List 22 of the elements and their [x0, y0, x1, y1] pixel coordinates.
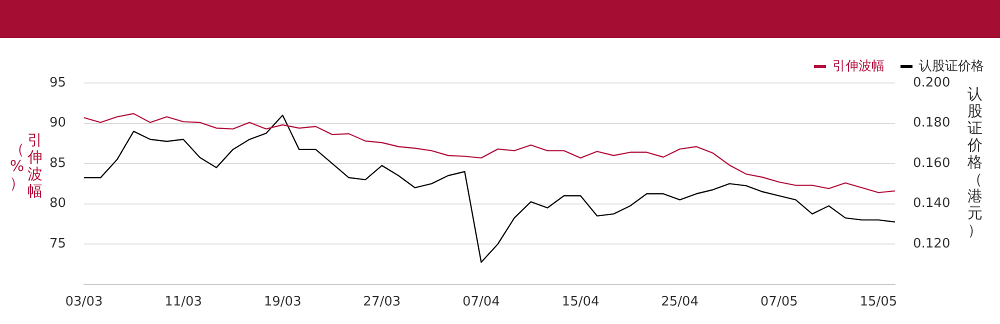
x-tick-label: 15/05 [860, 294, 898, 310]
legend-label: 引伸波幅 [832, 58, 884, 74]
x-tick-label: 25/04 [661, 294, 699, 310]
y2-tick-label: 0.120 [913, 236, 950, 252]
x-tick-label: 15/04 [562, 294, 600, 310]
x-tick-label: 07/05 [760, 294, 798, 310]
x-tick-label: 07/04 [462, 294, 500, 310]
y2-tick-label: 0.140 [913, 196, 950, 212]
legend-label: 认股证价格 [919, 58, 984, 74]
x-tick-label: 03/03 [65, 294, 103, 310]
y-tick-label: 80 [49, 196, 66, 212]
y-tick-label: 75 [49, 236, 66, 252]
text: 认股证价格（港元） [968, 85, 982, 239]
y-tick-label: 95 [49, 75, 66, 90]
x-tick-label: 27/03 [363, 294, 401, 310]
y-tick-label: 90 [49, 116, 66, 131]
y-tick-label: 85 [49, 156, 66, 171]
y2-tick-label: 0.200 [913, 75, 950, 90]
y2-tick-label: 0.180 [913, 116, 950, 131]
y2-tick-label: 0.160 [913, 156, 950, 171]
x-tick-label: 19/03 [264, 294, 302, 310]
x-tick-label: 11/03 [164, 294, 202, 310]
